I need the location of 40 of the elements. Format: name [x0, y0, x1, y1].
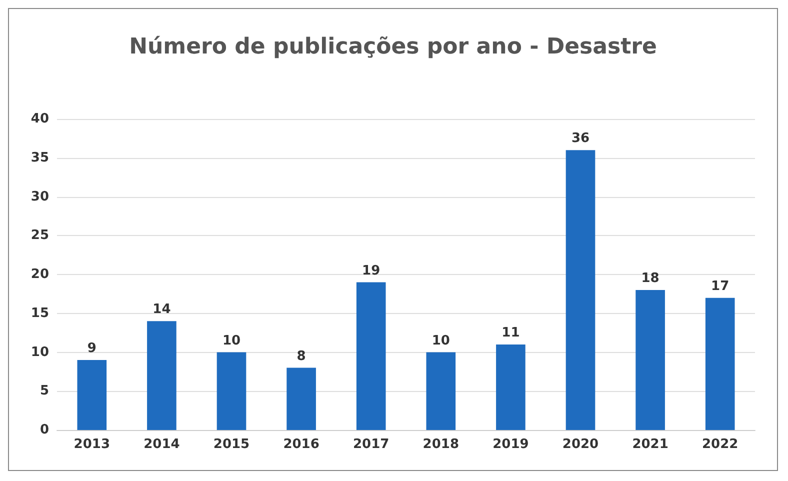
x-tick-label: 2022	[702, 437, 738, 452]
y-tick-label: 40	[30, 112, 49, 126]
x-tick-label: 2013	[74, 437, 110, 452]
x-tick-label: 2016	[283, 437, 320, 452]
y-tick-label: 0	[40, 422, 49, 438]
bar	[356, 282, 386, 430]
data-label: 9	[87, 341, 96, 356]
y-tick-label: 15	[30, 306, 49, 321]
data-label: 18	[641, 271, 660, 286]
data-label: 11	[502, 325, 520, 340]
bar	[566, 150, 596, 430]
x-tick-label: 2014	[144, 437, 180, 452]
y-tick-label: 5	[40, 384, 49, 399]
y-tick-label: 20	[30, 267, 49, 282]
x-tick-label: 2019	[492, 437, 529, 452]
data-label: 10	[432, 333, 450, 348]
bar	[77, 360, 107, 430]
y-tick-label: 30	[30, 189, 49, 204]
y-tick-label: 35	[30, 150, 49, 166]
data-label: 19	[362, 263, 380, 278]
data-label: 8	[296, 348, 306, 364]
bar	[705, 298, 735, 430]
bar	[496, 344, 526, 430]
x-tick-label: 2021	[632, 437, 668, 452]
bar	[147, 321, 176, 430]
data-label: 14	[152, 302, 171, 318]
x-tick-label: 2015	[213, 437, 250, 452]
bar	[216, 352, 246, 430]
data-label: 17	[711, 278, 730, 294]
bar	[286, 368, 316, 430]
x-tick-label: 2018	[422, 437, 459, 452]
data-label: 10	[222, 333, 241, 348]
bar	[426, 352, 456, 430]
bar	[636, 290, 665, 430]
chart-title: Número de publicações por ano - Desastre	[129, 34, 657, 60]
data-label: 36	[571, 131, 590, 146]
y-tick-label: 25	[30, 228, 49, 244]
y-tick-label: 10	[30, 344, 49, 360]
x-tick-label: 2020	[562, 437, 599, 452]
x-tick-label: 2017	[353, 437, 390, 452]
